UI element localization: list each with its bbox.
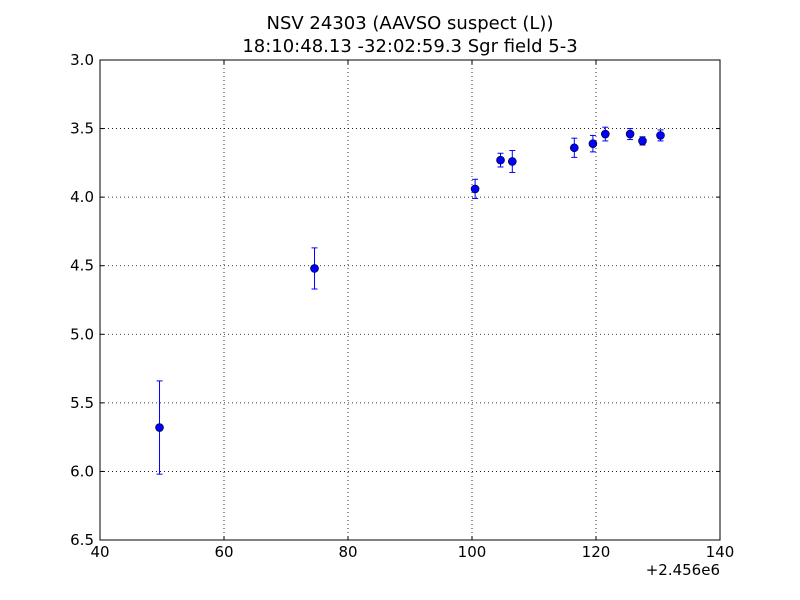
y-tick-label: 5.5 [70, 394, 94, 412]
x-tick-label: 40 [90, 543, 109, 561]
y-tick-label: 6.0 [70, 462, 94, 480]
x-tick-label: 140 [706, 543, 735, 561]
axis-ticks: 40 60 80 100 120 140 3.0 3.5 4.0 4.5 5.0 5.5 6.0 6.5 [70, 51, 734, 561]
data-point [310, 264, 319, 273]
data-point [600, 129, 610, 139]
x-tick-label: 100 [458, 543, 487, 561]
data-points [155, 126, 665, 475]
data-point [155, 423, 164, 432]
data-point [569, 143, 579, 153]
y-tick-label: 4.5 [70, 257, 94, 275]
y-tick-label: 3.5 [70, 120, 94, 138]
data-point [496, 155, 505, 165]
data-point [638, 136, 647, 146]
data-point [625, 129, 635, 139]
data-point [470, 184, 480, 194]
grid-lines [100, 60, 720, 540]
x-tick-label: 120 [582, 543, 611, 561]
y-tick-label: 3.0 [70, 51, 94, 69]
data-point [507, 157, 517, 166]
data-point [588, 139, 598, 148]
y-tick-label: 4.0 [70, 188, 94, 206]
x-tick-label: 60 [214, 543, 233, 561]
y-tick-label: 6.5 [70, 531, 94, 549]
y-tick-label: 5.0 [70, 325, 94, 343]
x-offset-label: +2.456e6 [646, 561, 720, 579]
chart-subtitle: 18:10:48.13 -32:02:59.3 Sgr field 5-3 [242, 36, 577, 57]
x-tick-label: 80 [338, 543, 357, 561]
data-point [656, 131, 665, 140]
chart-title: NSV 24303 (AAVSO suspect (L)) [267, 13, 554, 34]
plot-frame [99, 59, 721, 541]
